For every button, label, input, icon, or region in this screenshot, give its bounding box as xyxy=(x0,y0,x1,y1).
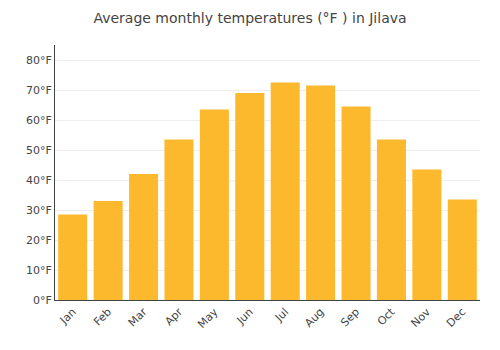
svg-text:Aug: Aug xyxy=(302,306,326,330)
svg-text:Sep: Sep xyxy=(338,306,362,330)
svg-text:Nov: Nov xyxy=(409,305,434,330)
svg-text:40°F: 40°F xyxy=(26,174,52,187)
svg-text:80°F: 80°F xyxy=(26,54,52,67)
svg-text:Feb: Feb xyxy=(91,306,114,329)
svg-text:20°F: 20°F xyxy=(26,234,52,247)
svg-text:10°F: 10°F xyxy=(26,264,52,277)
svg-text:60°F: 60°F xyxy=(26,114,52,127)
svg-text:70°F: 70°F xyxy=(26,84,52,97)
svg-text:Mar: Mar xyxy=(126,305,150,329)
svg-text:30°F: 30°F xyxy=(26,204,52,217)
svg-text:Jul: Jul xyxy=(272,306,291,325)
svg-text:Jan: Jan xyxy=(57,306,79,328)
svg-text:Oct: Oct xyxy=(375,305,398,328)
svg-text:50°F: 50°F xyxy=(26,144,52,157)
svg-text:Jun: Jun xyxy=(234,305,256,327)
svg-text:0°F: 0°F xyxy=(33,294,52,307)
svg-text:May: May xyxy=(195,305,221,331)
svg-text:Apr: Apr xyxy=(162,305,185,328)
svg-text:Average monthly temperatures (: Average monthly temperatures (°F ) in Ji… xyxy=(93,10,406,26)
svg-text:Dec: Dec xyxy=(444,306,468,330)
